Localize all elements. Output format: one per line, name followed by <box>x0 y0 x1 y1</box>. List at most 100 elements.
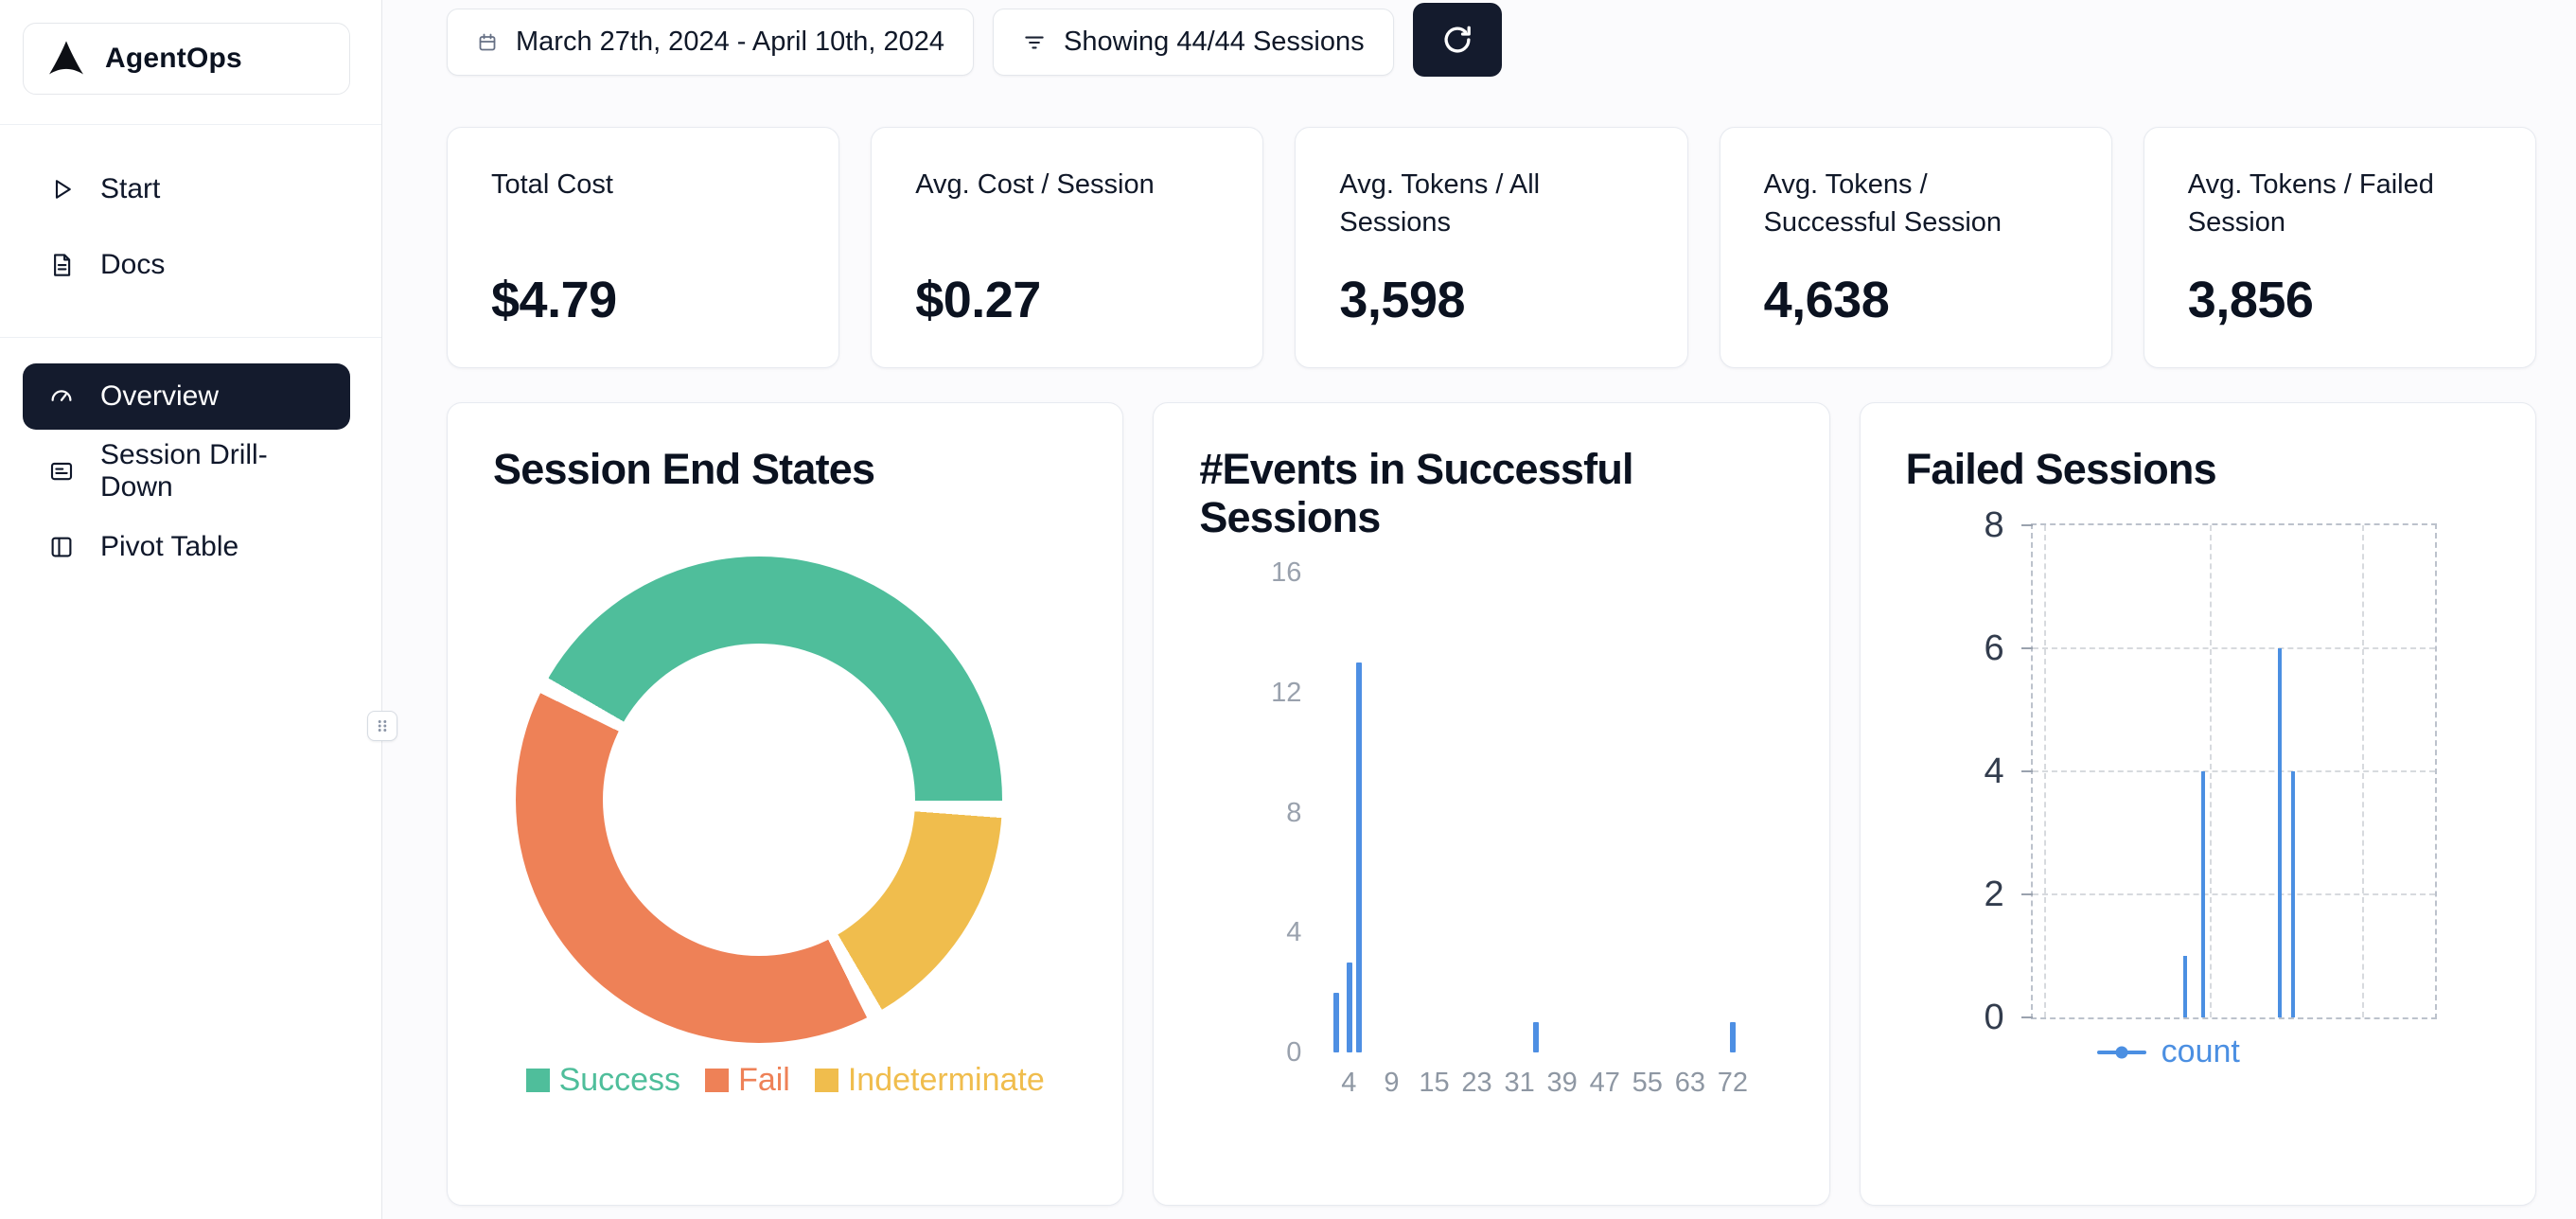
donut-chart[interactable] <box>516 556 1002 1043</box>
y-tick-mark <box>2020 1016 2033 1018</box>
y-tick-label: 6 <box>1984 628 2004 668</box>
failed-plot: 0 2 4 6 8 <box>1985 507 2437 1035</box>
sidebar-item-label: Docs <box>100 249 166 280</box>
chart-title: #Events in Successful Sessions <box>1199 445 1633 542</box>
sidebar-item-label: Overview <box>100 380 220 412</box>
count-spike-4[interactable] <box>2291 771 2296 1017</box>
session-card-icon <box>47 457 76 486</box>
legend-dot-icon <box>2115 1046 2128 1058</box>
agentops-logo-icon <box>44 37 88 80</box>
stat-value: $4.79 <box>491 272 617 328</box>
sidebar-item-label: Pivot Table <box>100 531 239 562</box>
bar-4-events[interactable] <box>1347 962 1353 1052</box>
failed-sessions-legend[interactable]: count <box>2096 1034 2240 1070</box>
x-tick-label: 23 <box>1461 1068 1492 1098</box>
donut-hole <box>603 644 915 956</box>
y-tick-mark <box>2020 647 2033 649</box>
v-gridline <box>2362 525 2365 1017</box>
bar-5-events[interactable] <box>1355 662 1362 1052</box>
sidebar-item-overview[interactable]: Overview <box>23 363 350 430</box>
sidebar-item-label: Session Drill-Down <box>100 439 268 503</box>
count-spike-4[interactable] <box>2201 771 2206 1017</box>
date-range-label: March 27th, 2024 - April 10th, 2024 <box>516 26 945 57</box>
x-tick-label: 31 <box>1504 1068 1535 1098</box>
y-tick-label: 8 <box>1286 797 1302 828</box>
pivot-table-icon <box>47 533 76 561</box>
stat-label: Avg. Cost / Session <box>915 169 1155 200</box>
count-spike-1[interactable] <box>2183 956 2188 1017</box>
sidebar-resize-handle[interactable] <box>367 711 397 741</box>
divider <box>0 337 381 338</box>
stat-card-avg-cost-session: Avg. Cost / Session $0.27 <box>871 127 1264 368</box>
legend-swatch <box>705 1069 730 1092</box>
bar-36-events[interactable] <box>1532 1022 1539 1052</box>
sidebar: AgentOps Start Docs Overview Session Dri… <box>0 0 382 1219</box>
sidebar-item-pivot-table[interactable]: Pivot Table <box>23 509 350 585</box>
events-plot: 0 4 8 12 16 4 9 15 23 31 39 47 55 63 72 <box>1271 558 1816 1098</box>
sessions-filter-label: Showing 44/44 Sessions <box>1064 26 1365 57</box>
h-gridline <box>2032 893 2435 895</box>
legend-item-indeterminate[interactable]: Indeterminate <box>814 1062 1045 1099</box>
x-tick-label: 63 <box>1674 1068 1705 1098</box>
chart-card-events-successful: #Events in Successful Sessions 0 4 8 12 16 4 9… <box>1153 402 1830 1206</box>
sidebar-item-docs[interactable]: Docs <box>23 227 350 303</box>
count-spike-6[interactable] <box>2278 648 2283 1017</box>
sidebar-item-start[interactable]: Start <box>23 151 350 227</box>
legend-line-marker <box>2096 1046 2146 1058</box>
stat-card-avg-tokens-failed: Avg. Tokens / Failed Session 3,856 <box>2143 127 2536 368</box>
y-tick-label: 4 <box>1286 917 1302 948</box>
play-icon <box>47 175 76 203</box>
y-tick-label: 0 <box>1286 1037 1302 1068</box>
divider <box>0 124 381 125</box>
legend-label: Success <box>558 1062 681 1098</box>
x-tick-label: 72 <box>1717 1068 1749 1098</box>
y-tick-label: 4 <box>1984 751 2004 791</box>
legend-swatch <box>814 1069 838 1092</box>
date-range-button[interactable]: March 27th, 2024 - April 10th, 2024 <box>447 9 975 76</box>
sidebar-item-session-drill-down[interactable]: Session Drill-Down <box>23 433 350 509</box>
stat-value: $0.27 <box>915 272 1041 328</box>
v-gridline <box>2044 525 2047 1017</box>
y-tick-mark <box>2020 524 2033 526</box>
legend-label: Indeterminate <box>847 1062 1045 1098</box>
refresh-icon <box>1439 22 1475 58</box>
x-tick-label: 4 <box>1341 1068 1357 1098</box>
v-gridline <box>2209 525 2212 1017</box>
sessions-filter-button[interactable]: Showing 44/44 Sessions <box>993 9 1394 76</box>
bar-72-events[interactable] <box>1729 1022 1736 1052</box>
gauge-icon <box>47 382 76 411</box>
legend-item-success[interactable]: Success <box>525 1062 681 1099</box>
bar-2-events[interactable] <box>1333 992 1340 1052</box>
stat-value: 3,598 <box>1339 272 1466 328</box>
logo-box[interactable]: AgentOps <box>23 23 350 95</box>
legend-item-fail[interactable]: Fail <box>705 1062 790 1099</box>
docs-icon <box>47 251 76 279</box>
chart-card-failed-sessions: Failed Sessions 0 2 4 6 8 count <box>1859 402 2536 1206</box>
stat-card-total-cost: Total Cost $4.79 <box>447 127 840 368</box>
y-tick-label: 0 <box>1984 998 2004 1037</box>
h-gridline <box>2032 770 2435 772</box>
filter-icon <box>1022 30 1047 55</box>
x-tick-label: 15 <box>1419 1068 1450 1098</box>
x-tick-label: 39 <box>1546 1068 1578 1098</box>
y-tick-mark <box>2020 893 2033 895</box>
legend-swatch <box>525 1069 550 1092</box>
legend-label: Fail <box>738 1062 790 1098</box>
calendar-icon <box>476 31 499 54</box>
stat-card-avg-tokens-successful: Avg. Tokens / Successful Session 4,638 <box>1719 127 2112 368</box>
chart-title: Session End States <box>493 445 875 493</box>
chart-title: Failed Sessions <box>1905 445 2217 493</box>
h-gridline <box>2032 647 2435 649</box>
stat-label: Total Cost <box>491 169 613 200</box>
stat-value: 3,856 <box>2187 272 2314 328</box>
stat-label: Avg. Tokens / Successful Session <box>1763 169 2003 238</box>
y-tick-mark <box>2020 770 2033 772</box>
stat-value: 4,638 <box>1763 272 1890 328</box>
topbar: March 27th, 2024 - April 10th, 2024 Show… <box>447 3 1502 77</box>
app-name: AgentOps <box>105 43 242 74</box>
failed-legend-text: count <box>2161 1034 2240 1069</box>
grip-dots-icon <box>374 717 391 734</box>
refresh-button[interactable] <box>1412 3 1502 77</box>
stats-row: Total Cost $4.79 Avg. Cost / Session $0.… <box>447 127 2536 368</box>
x-tick-label: 55 <box>1632 1068 1663 1098</box>
